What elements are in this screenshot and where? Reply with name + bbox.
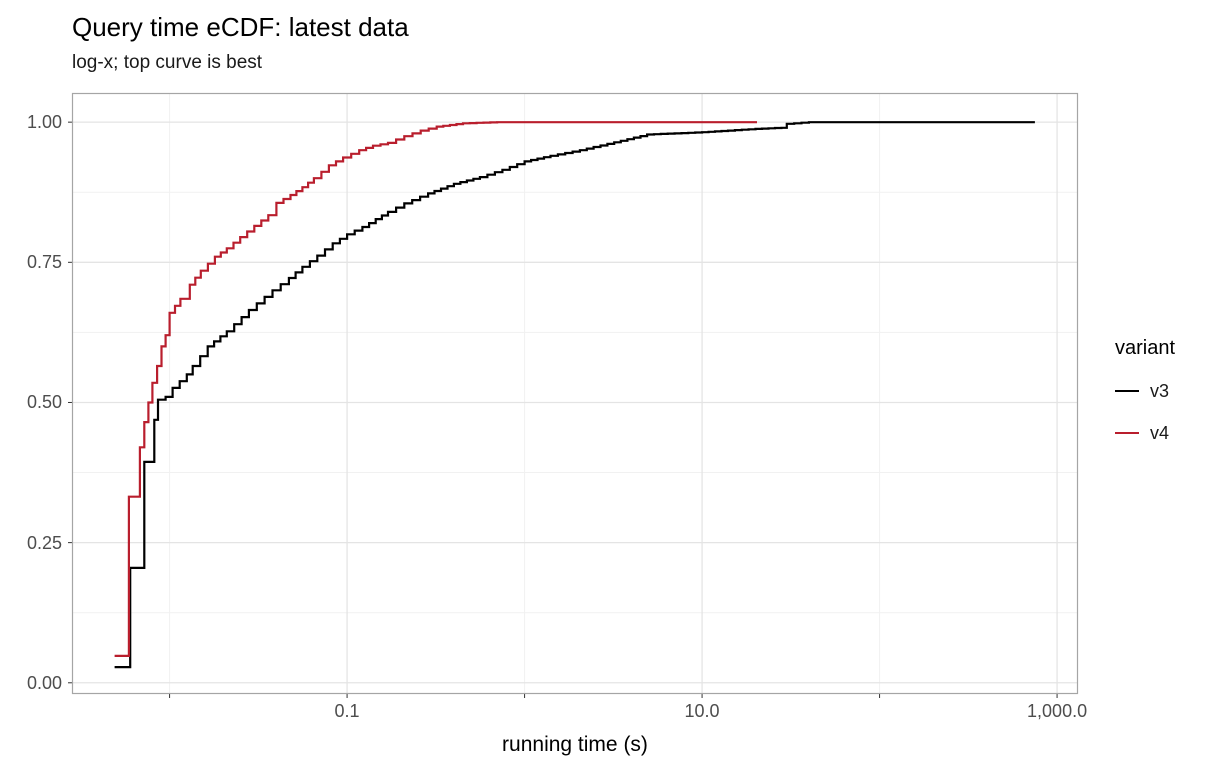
- legend-entry-v4: v4: [1115, 422, 1175, 444]
- y-tick-label: 0.00: [26, 672, 62, 693]
- chart-title: Query time eCDF: latest data: [72, 12, 409, 42]
- y-tick-label: 1.00: [26, 112, 62, 133]
- chart-subtitle: log-x; top curve is best: [72, 52, 263, 73]
- x-axis-title: running time (s): [502, 733, 648, 756]
- y-tick-label: 0.50: [26, 392, 62, 413]
- plot-canvas: [68, 92, 1079, 698]
- x-tick-label: 0.1: [334, 701, 360, 721]
- legend-title: variant: [1115, 337, 1176, 359]
- legend-label-v4: v4: [1150, 422, 1170, 443]
- x-tick-label: 1,000.0: [1027, 701, 1088, 721]
- panel-border: [71, 92, 1079, 695]
- legend: variant v3 v4: [1115, 337, 1175, 464]
- v3-curve: [114, 121, 1035, 669]
- v4-line-swatch: [1115, 431, 1139, 435]
- v4-curve: [114, 121, 757, 657]
- legend-label-v3: v3: [1150, 380, 1170, 401]
- y-axis-tick-labels: 0.00 0.25 0.50 0.75 1.00: [0, 93, 62, 694]
- plot-panel: [68, 92, 1079, 698]
- legend-entry-v3: v3: [1115, 380, 1175, 402]
- y-tick-label: 0.25: [26, 532, 62, 553]
- x-axis-tick-labels: 0.1 10.0 1,000.0: [72, 701, 1088, 723]
- v3-line-swatch: [1115, 389, 1139, 393]
- x-tick-label: 10.0: [684, 701, 720, 721]
- y-tick-label: 0.75: [26, 252, 62, 273]
